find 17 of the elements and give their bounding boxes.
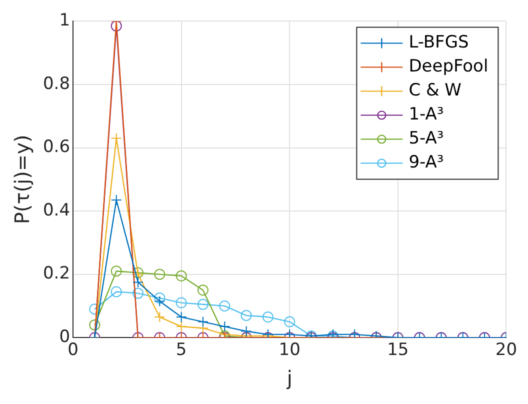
x-tick-label: 5 <box>176 340 187 360</box>
y-tick-label: 0.6 <box>42 137 70 158</box>
y-tick-label: 0.2 <box>42 264 70 284</box>
x-tick-label: 15 <box>387 340 409 360</box>
legend-label: DeepFool <box>408 56 488 77</box>
y-tick-label: 0.8 <box>42 74 70 94</box>
legend-label: 5-A³ <box>408 128 444 149</box>
y-tick-label: 0.4 <box>42 200 70 220</box>
y-tick-label: 1 <box>59 10 70 31</box>
legend-label: C & W <box>408 80 462 101</box>
y-axis-title: P(τ(j)=y) <box>10 134 34 224</box>
x-axis-title: j <box>286 366 292 390</box>
legend-label: L-BFGS <box>408 32 469 53</box>
legend-label: 1-A³ <box>408 104 444 125</box>
x-tick-label: 10 <box>278 340 300 360</box>
x-tick-label: 20 <box>495 340 518 360</box>
legend-label: 9-A³ <box>408 152 444 173</box>
